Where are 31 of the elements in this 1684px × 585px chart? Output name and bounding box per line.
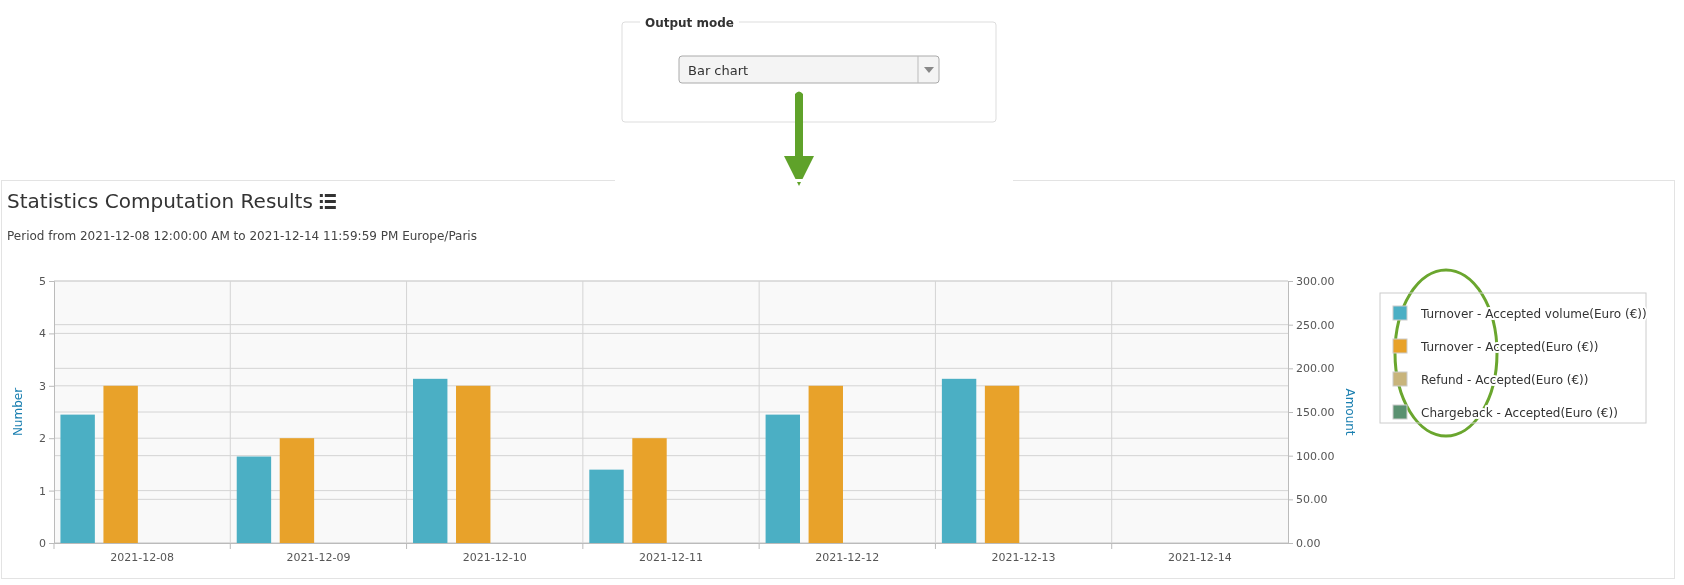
x-tick-label: 2021-12-10 [462, 550, 527, 564]
y2-tick-label: 150.00 [1296, 406, 1335, 420]
y2-axis-title: Amount [1343, 388, 1357, 436]
bar [236, 456, 272, 543]
bar [60, 414, 95, 543]
dropdown: Bar chart [678, 55, 940, 84]
bar [413, 378, 448, 543]
chart-title: Statistics Computation Results [7, 189, 313, 213]
y2-tick-label: 50.00 [1296, 493, 1328, 507]
y-tick-label: 3 [39, 379, 46, 393]
y-tick-label: 4 [39, 327, 46, 341]
x-tick-label: 2021-12-09 [286, 550, 351, 564]
y-axis-title: Number [11, 387, 25, 437]
y2-tick-label: 0.00 [1296, 537, 1321, 551]
y-tick-label: 1 [39, 484, 46, 498]
bar [765, 414, 800, 543]
y2-tick-label: 200.00 [1296, 362, 1335, 376]
x-tick-label: 2021-12-12 [815, 550, 880, 564]
bar [941, 378, 977, 543]
x-tick-label: 2021-12-11 [639, 550, 703, 564]
y-tick-label: 0 [39, 537, 46, 551]
bar [589, 469, 624, 543]
chart-subtitle: Period from 2021-12-08 12:00:00 AM to 2021-12-14 11:59:59 PM Europe/Paris [7, 229, 477, 243]
y2-tick-label: 100.00 [1296, 449, 1335, 463]
x-tick-label: 2021-12-08 [110, 550, 175, 564]
x-tick-label: 2021-12-13 [991, 550, 1056, 564]
y2-tick-label: 250.00 [1296, 318, 1335, 332]
y-tick-label: 2 [39, 432, 46, 446]
x-tick-label: 2021-12-14 [1167, 550, 1232, 564]
y2-tick-label: 300.00 [1296, 275, 1335, 289]
y-tick-label: 5 [39, 275, 46, 289]
